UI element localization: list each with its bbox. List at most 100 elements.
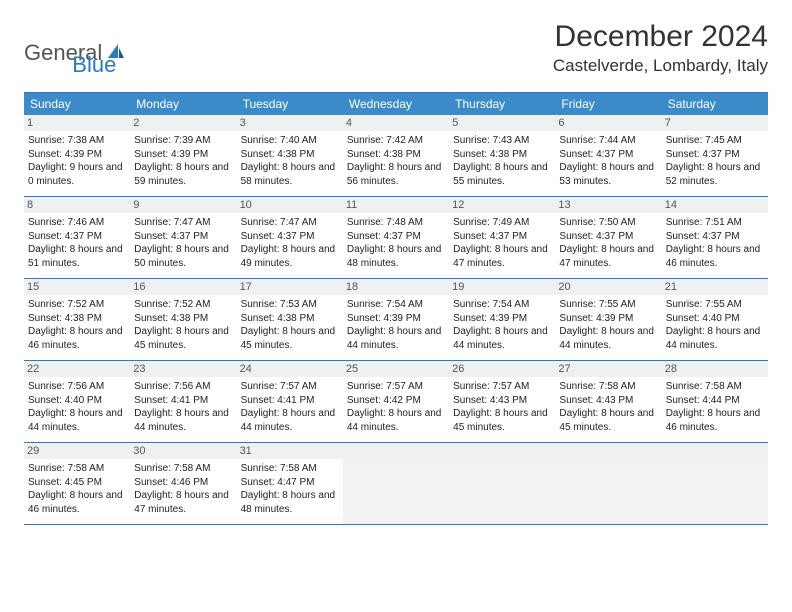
day-cell: 30Sunrise: 7:58 AMSunset: 4:46 PMDayligh… <box>130 443 236 525</box>
day-cell: 15 Sunrise: 7:52 AMSunset: 4:38 PMDayligh… <box>24 279 130 361</box>
sunset-text: Sunset: 4:39 PM <box>347 312 445 326</box>
day-cell: 11 Sunrise: 7:48 AMSunset: 4:37 PMDayligh… <box>343 197 449 279</box>
sunset-text: Sunset: 4:42 PM <box>347 394 445 408</box>
day-info: Sunrise: 7:58 AMSunset: 4:45 PMDaylight:… <box>28 462 126 516</box>
daylight-text: Daylight: 8 hours and 49 minutes. <box>241 243 339 270</box>
sunset-text: Sunset: 4:38 PM <box>241 312 339 326</box>
dayhead-monday: Monday <box>130 93 236 115</box>
day-cell: 24Sunrise: 7:57 AMSunset: 4:41 PMDayligh… <box>237 361 343 443</box>
day-number: 15 <box>24 279 130 295</box>
daylight-text: Daylight: 8 hours and 44 minutes. <box>453 325 551 352</box>
daylight-text: Daylight: 8 hours and 46 minutes. <box>666 243 764 270</box>
day-info: Sunrise: 7:48 AMSunset: 4:37 PMDaylight:… <box>347 216 445 270</box>
daylight-text: Daylight: 8 hours and 59 minutes. <box>134 161 232 188</box>
day-info: Sunrise: 7:44 AMSunset: 4:37 PMDaylight:… <box>559 134 657 188</box>
day-cell: 5 Sunrise: 7:43 AMSunset: 4:38 PMDaylight… <box>449 115 555 197</box>
sunrise-text: Sunrise: 7:44 AM <box>559 134 657 148</box>
sunrise-text: Sunrise: 7:55 AM <box>559 298 657 312</box>
day-cell: 25 Sunrise: 7:57 AMSunset: 4:42 PMDayligh… <box>343 361 449 443</box>
logo: General Blue <box>24 20 116 78</box>
sunset-text: Sunset: 4:37 PM <box>666 230 764 244</box>
sunset-text: Sunset: 4:37 PM <box>559 148 657 162</box>
day-number: 1 <box>24 115 130 131</box>
daylight-text: Daylight: 8 hours and 45 minutes. <box>559 407 657 434</box>
day-info: Sunrise: 7:45 AMSunset: 4:37 PMDaylight:… <box>666 134 764 188</box>
day-info: Sunrise: 7:50 AMSunset: 4:37 PMDaylight:… <box>559 216 657 270</box>
day-cell: 10Sunrise: 7:47 AMSunset: 4:37 PMDayligh… <box>237 197 343 279</box>
daylight-text: Daylight: 8 hours and 45 minutes. <box>241 325 339 352</box>
daylight-text: Daylight: 8 hours and 44 minutes. <box>134 407 232 434</box>
dayhead-friday: Friday <box>555 93 661 115</box>
sunrise-text: Sunrise: 7:49 AM <box>453 216 551 230</box>
daylight-text: Daylight: 9 hours and 0 minutes. <box>28 161 126 188</box>
day-cell: 28Sunrise: 7:58 AMSunset: 4:44 PMDayligh… <box>662 361 768 443</box>
day-number: 29 <box>24 443 130 459</box>
dayhead-tuesday: Tuesday <box>237 93 343 115</box>
daylight-text: Daylight: 8 hours and 55 minutes. <box>453 161 551 188</box>
day-info: Sunrise: 7:57 AMSunset: 4:41 PMDaylight:… <box>241 380 339 434</box>
day-cell: 29 Sunrise: 7:58 AMSunset: 4:45 PMDayligh… <box>24 443 130 525</box>
sunset-text: Sunset: 4:46 PM <box>134 476 232 490</box>
daylight-text: Daylight: 8 hours and 44 minutes. <box>666 325 764 352</box>
sunrise-text: Sunrise: 7:42 AM <box>347 134 445 148</box>
daylight-text: Daylight: 8 hours and 46 minutes. <box>666 407 764 434</box>
sunrise-text: Sunrise: 7:57 AM <box>347 380 445 394</box>
day-cell: 8Sunrise: 7:46 AMSunset: 4:37 PMDaylight… <box>24 197 130 279</box>
day-cell: 9Sunrise: 7:47 AMSunset: 4:37 PMDaylight… <box>130 197 236 279</box>
day-info: Sunrise: 7:43 AMSunset: 4:38 PMDaylight:… <box>453 134 551 188</box>
daylight-text: Daylight: 8 hours and 44 minutes. <box>559 325 657 352</box>
empty-daynum <box>555 443 661 459</box>
sunset-text: Sunset: 4:37 PM <box>28 230 126 244</box>
day-cell: 12Sunrise: 7:49 AMSunset: 4:37 PMDayligh… <box>449 197 555 279</box>
day-info: Sunrise: 7:54 AMSunset: 4:39 PMDaylight:… <box>347 298 445 352</box>
sunset-text: Sunset: 4:37 PM <box>241 230 339 244</box>
day-number: 18 <box>343 279 449 295</box>
daylight-text: Daylight: 8 hours and 47 minutes. <box>134 489 232 516</box>
sunset-text: Sunset: 4:38 PM <box>347 148 445 162</box>
empty-daynum <box>662 443 768 459</box>
day-info: Sunrise: 7:56 AMSunset: 4:41 PMDaylight:… <box>134 380 232 434</box>
day-number: 5 <box>449 115 555 131</box>
location: Castelverde, Lombardy, Italy <box>553 56 768 76</box>
dayhead-sunday: Sunday <box>24 93 130 115</box>
sunrise-text: Sunrise: 7:43 AM <box>453 134 551 148</box>
empty-cell <box>662 443 768 525</box>
day-cell: 17Sunrise: 7:53 AMSunset: 4:38 PMDayligh… <box>237 279 343 361</box>
daylight-text: Daylight: 8 hours and 44 minutes. <box>347 325 445 352</box>
sunset-text: Sunset: 4:40 PM <box>28 394 126 408</box>
daylight-text: Daylight: 8 hours and 48 minutes. <box>347 243 445 270</box>
day-info: Sunrise: 7:52 AMSunset: 4:38 PMDaylight:… <box>28 298 126 352</box>
day-number: 21 <box>662 279 768 295</box>
sunset-text: Sunset: 4:41 PM <box>134 394 232 408</box>
day-cell: 14Sunrise: 7:51 AMSunset: 4:37 PMDayligh… <box>662 197 768 279</box>
day-info: Sunrise: 7:57 AMSunset: 4:42 PMDaylight:… <box>347 380 445 434</box>
day-info: Sunrise: 7:47 AMSunset: 4:37 PMDaylight:… <box>241 216 339 270</box>
sunset-text: Sunset: 4:37 PM <box>134 230 232 244</box>
day-cell: 18 Sunrise: 7:54 AMSunset: 4:39 PMDayligh… <box>343 279 449 361</box>
daylight-text: Daylight: 8 hours and 53 minutes. <box>559 161 657 188</box>
sunrise-text: Sunrise: 7:39 AM <box>134 134 232 148</box>
day-number: 27 <box>555 361 661 377</box>
empty-cell <box>343 443 449 525</box>
empty-cell <box>555 443 661 525</box>
daylight-text: Daylight: 8 hours and 45 minutes. <box>453 407 551 434</box>
daylight-text: Daylight: 8 hours and 44 minutes. <box>28 407 126 434</box>
calendar-grid: SundayMondayTuesdayWednesdayThursdayFrid… <box>24 92 768 525</box>
day-number: 25 <box>343 361 449 377</box>
sunrise-text: Sunrise: 7:56 AM <box>28 380 126 394</box>
daylight-text: Daylight: 8 hours and 44 minutes. <box>241 407 339 434</box>
day-cell: 20Sunrise: 7:55 AMSunset: 4:39 PMDayligh… <box>555 279 661 361</box>
empty-daynum <box>343 443 449 459</box>
sunrise-text: Sunrise: 7:58 AM <box>666 380 764 394</box>
sunset-text: Sunset: 4:37 PM <box>559 230 657 244</box>
day-number: 28 <box>662 361 768 377</box>
day-info: Sunrise: 7:58 AMSunset: 4:43 PMDaylight:… <box>559 380 657 434</box>
day-number: 11 <box>343 197 449 213</box>
sunset-text: Sunset: 4:38 PM <box>241 148 339 162</box>
sunset-text: Sunset: 4:39 PM <box>453 312 551 326</box>
day-info: Sunrise: 7:55 AMSunset: 4:39 PMDaylight:… <box>559 298 657 352</box>
sunrise-text: Sunrise: 7:56 AM <box>134 380 232 394</box>
sunset-text: Sunset: 4:37 PM <box>347 230 445 244</box>
sunrise-text: Sunrise: 7:57 AM <box>241 380 339 394</box>
day-number: 7 <box>662 115 768 131</box>
